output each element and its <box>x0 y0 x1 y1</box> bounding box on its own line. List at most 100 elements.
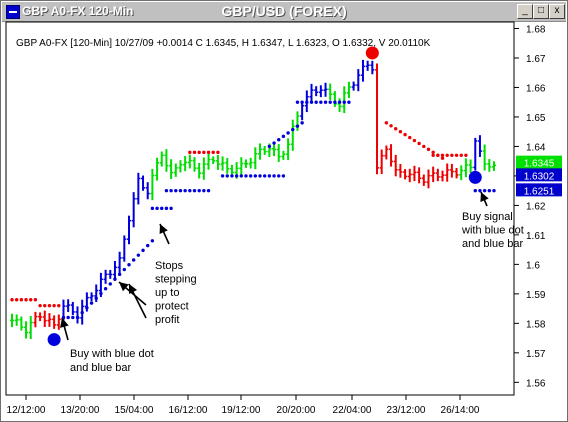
price-bar <box>253 147 258 170</box>
stop-dot <box>38 303 42 308</box>
stop-dot <box>216 150 220 155</box>
price-bar <box>19 316 24 331</box>
stop-dot <box>277 137 281 142</box>
stop-dot <box>230 174 234 178</box>
price-bar <box>290 119 295 151</box>
price-label-text: 1.6345 <box>524 159 555 170</box>
stop-dot <box>122 267 127 272</box>
price-bar <box>421 174 426 186</box>
stop-dot <box>333 100 337 104</box>
annotation-line: protect <box>155 301 189 313</box>
arrow-stops-3 <box>159 223 170 245</box>
price-bar <box>192 157 197 172</box>
stop-dot <box>150 206 155 211</box>
stop-dot <box>113 277 117 281</box>
arrow-head <box>60 318 69 328</box>
stop-dot <box>445 153 449 157</box>
stop-dot <box>71 315 75 320</box>
stop-dot <box>155 206 159 211</box>
price-bar <box>136 172 141 205</box>
y-tick-label: 1.67 <box>526 54 546 65</box>
stop-dot <box>234 174 239 178</box>
stop-dot <box>248 174 253 178</box>
price-bar <box>197 162 202 179</box>
minimize-button[interactable]: _ <box>517 4 533 19</box>
price-bar <box>342 86 347 114</box>
price-bar <box>454 168 459 179</box>
x-tick-label: 26/14:00 <box>441 405 480 416</box>
stop-dot <box>220 174 225 178</box>
stop-dot <box>487 188 492 193</box>
stop-dot <box>408 135 412 140</box>
stop-dot <box>131 258 136 262</box>
price-label: 1.6345 <box>516 155 562 170</box>
price-bar <box>276 144 281 162</box>
y-tick-label: 1.65 <box>526 113 546 124</box>
x-tick-label: 12/12:00 <box>7 405 46 416</box>
price-bar <box>482 144 487 171</box>
y-tick-label: 1.58 <box>526 319 546 330</box>
stop-dot <box>108 282 112 286</box>
stop-dot <box>295 124 300 128</box>
close-button[interactable]: x <box>549 4 565 19</box>
price-bar <box>201 157 206 180</box>
stop-dot <box>225 174 229 178</box>
price-bar <box>328 83 333 101</box>
stop-dot <box>10 298 14 302</box>
price-bar <box>365 60 370 71</box>
price-bar <box>169 159 174 179</box>
price-bar <box>426 169 431 189</box>
price-bar <box>445 163 450 182</box>
price-bar <box>351 81 356 91</box>
price-bar <box>281 150 286 160</box>
price-bar <box>412 165 417 182</box>
stop-dot <box>272 141 276 145</box>
stop-dot <box>309 100 314 104</box>
maximize-button[interactable]: □ <box>533 4 549 19</box>
stop-dot <box>478 188 482 193</box>
stop-dot <box>281 134 286 139</box>
stop-dot <box>482 188 487 193</box>
y-tick-label: 1.56 <box>526 378 546 389</box>
price-bar <box>187 154 192 169</box>
price-bar <box>28 316 33 340</box>
price-label: 1.6302 <box>516 168 562 182</box>
stop-dot <box>211 150 215 155</box>
x-tick-label: 19/12:00 <box>222 405 261 416</box>
price-bar <box>145 182 150 200</box>
stop-dot <box>80 310 84 315</box>
price-bar <box>243 159 248 168</box>
stop-dot <box>164 188 169 193</box>
arrow-buy-1 <box>60 317 69 341</box>
price-bar <box>52 315 57 329</box>
price-bar <box>403 169 408 180</box>
price-bar <box>417 167 422 184</box>
stop-dot <box>394 127 398 131</box>
stop-dot <box>412 138 417 143</box>
x-tick-label: 20/20:00 <box>277 405 316 416</box>
price-bar <box>117 251 122 274</box>
stop-dot <box>300 121 304 125</box>
stop-dot <box>99 291 103 296</box>
y-tick-label: 1.68 <box>526 24 546 35</box>
stop-dot <box>323 100 328 104</box>
stop-dot <box>192 150 197 155</box>
buy-signal-dot-2 <box>468 170 482 184</box>
stop-dot <box>314 100 318 104</box>
price-bar <box>178 160 183 173</box>
price-bar <box>393 154 398 177</box>
price-bar <box>66 299 71 313</box>
stop-dot <box>183 188 187 193</box>
stop-dot <box>197 188 201 193</box>
window-title: GBP A0-FX 120-Min <box>22 4 134 18</box>
price-bar <box>379 149 384 175</box>
stop-dot <box>291 127 295 132</box>
stop-dot <box>141 248 145 253</box>
stop-dot <box>422 144 426 149</box>
stop-dot <box>426 147 431 152</box>
stop-dot <box>19 298 24 302</box>
arrow-head <box>159 224 168 235</box>
stop-dot <box>342 100 346 104</box>
price-bar <box>122 235 127 262</box>
